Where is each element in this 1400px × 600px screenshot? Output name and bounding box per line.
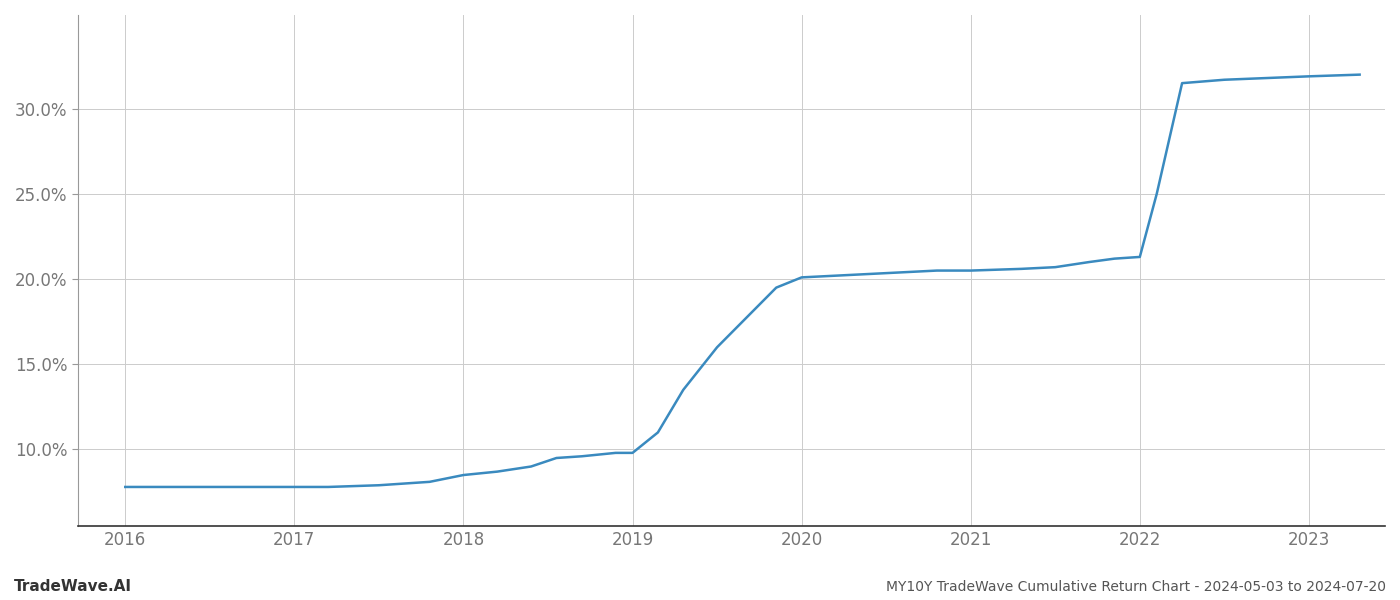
Text: TradeWave.AI: TradeWave.AI xyxy=(14,579,132,594)
Text: MY10Y TradeWave Cumulative Return Chart - 2024-05-03 to 2024-07-20: MY10Y TradeWave Cumulative Return Chart … xyxy=(886,580,1386,594)
